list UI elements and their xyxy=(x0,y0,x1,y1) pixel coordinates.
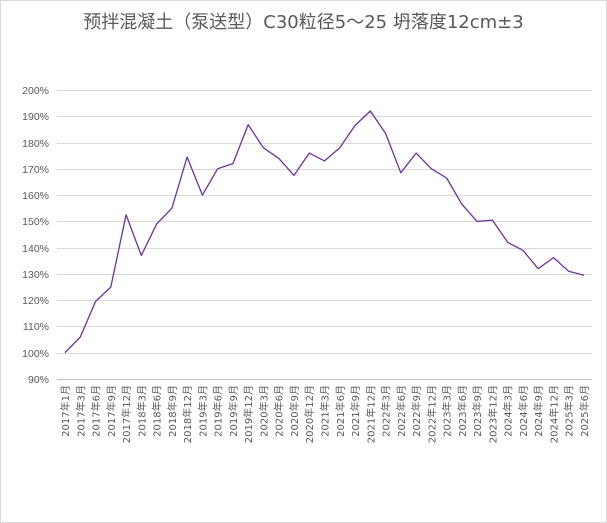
data-point xyxy=(308,152,311,155)
data-point xyxy=(354,124,357,127)
data-point xyxy=(94,300,97,303)
data-point xyxy=(64,351,67,354)
x-tick-label: 2023年12月 xyxy=(486,385,499,443)
x-tick-label: 2021年3月 xyxy=(319,385,332,437)
y-tick-label: 90% xyxy=(28,374,49,386)
y-tick-label: 200% xyxy=(22,85,49,97)
x-tick-label: 2018年3月 xyxy=(135,385,148,437)
data-point xyxy=(399,171,402,174)
data-point xyxy=(537,267,540,270)
data-point xyxy=(567,270,570,273)
data-point xyxy=(506,241,509,244)
x-tick-label: 2024年12月 xyxy=(547,385,560,443)
x-tick-label: 2022年9月 xyxy=(410,385,423,437)
x-tick-label: 2017年6月 xyxy=(90,385,103,437)
data-point xyxy=(155,223,158,226)
data-point xyxy=(247,123,250,126)
data-point xyxy=(323,160,326,163)
x-tick-label: 2021年12月 xyxy=(364,385,377,443)
data-point xyxy=(109,286,112,289)
x-axis-tick-labels: 2017年1月 2017年3月 2017年6月 2017年9月 2017年12月 2018… xyxy=(59,385,591,443)
y-tick-label: 150% xyxy=(22,216,49,228)
x-tick-label: 2025年6月 xyxy=(578,385,591,437)
x-tick-label: 2022年3月 xyxy=(380,385,393,437)
data-point xyxy=(277,157,280,160)
series-line xyxy=(64,110,585,354)
y-tick-label: 100% xyxy=(22,348,49,360)
data-point xyxy=(583,274,586,277)
data-point xyxy=(125,213,128,216)
x-tick-label: 2019年9月 xyxy=(227,385,240,437)
data-point xyxy=(232,162,235,165)
data-point xyxy=(262,146,265,149)
x-tick-label: 2018年12月 xyxy=(181,385,194,443)
data-point xyxy=(461,203,464,206)
data-point xyxy=(369,110,372,113)
data-point xyxy=(171,207,174,210)
x-tick-label: 2022年12月 xyxy=(425,385,438,443)
x-tick-label: 2017年3月 xyxy=(74,385,87,437)
x-tick-label: 2021年9月 xyxy=(349,385,362,437)
y-tick-label: 140% xyxy=(22,243,49,255)
x-tick-label: 2021年6月 xyxy=(334,385,347,437)
data-point xyxy=(384,132,387,135)
chart-title: 预拌混凝土（泵送型）C30粒径5～25 坍落度12cm±3 xyxy=(83,12,524,33)
x-tick-label: 2025年3月 xyxy=(563,385,576,437)
x-tick-label: 2023年9月 xyxy=(471,385,484,437)
data-point xyxy=(491,219,494,222)
data-point xyxy=(415,152,418,155)
y-tick-label: 130% xyxy=(22,269,49,281)
x-tick-label: 2023年6月 xyxy=(456,385,469,437)
data-point xyxy=(293,174,296,177)
x-tick-label: 2017年12月 xyxy=(120,385,133,443)
x-tick-label: 2017年1月 xyxy=(59,385,72,437)
x-tick-label: 2022年6月 xyxy=(395,385,408,437)
y-tick-label: 160% xyxy=(22,190,49,202)
x-tick-label: 2020年6月 xyxy=(273,385,286,437)
x-tick-label: 2018年6月 xyxy=(151,385,164,437)
gridlines xyxy=(57,90,592,380)
data-point xyxy=(186,156,189,159)
data-point xyxy=(430,167,433,170)
data-point xyxy=(338,146,341,149)
data-point xyxy=(140,254,143,257)
data-point xyxy=(201,194,204,197)
y-tick-label: 120% xyxy=(22,295,49,307)
y-tick-label: 180% xyxy=(22,138,49,150)
y-axis-tick-labels: 90% 100% 110% 120% 130% 140% 150% 160% 170% 180% 1… xyxy=(22,85,49,386)
data-point xyxy=(522,249,525,252)
y-tick-label: 170% xyxy=(22,164,49,176)
data-point xyxy=(79,336,82,339)
data-point xyxy=(445,177,448,180)
data-point xyxy=(552,256,555,259)
series-layer xyxy=(64,110,586,354)
x-tick-label: 2019年12月 xyxy=(242,385,255,443)
x-tick-label: 2024年3月 xyxy=(502,385,515,437)
x-tick-label: 2018年9月 xyxy=(166,385,179,437)
x-tick-label: 2023年3月 xyxy=(441,385,454,437)
x-tick-label: 2024年9月 xyxy=(532,385,545,437)
x-tick-label: 2020年9月 xyxy=(288,385,301,437)
y-tick-label: 110% xyxy=(23,321,49,333)
x-tick-label: 2020年3月 xyxy=(257,385,270,437)
x-tick-label: 2024年6月 xyxy=(517,385,530,437)
data-point xyxy=(216,167,219,170)
y-tick-label: 190% xyxy=(22,111,49,123)
x-tick-label: 2019年3月 xyxy=(196,385,209,437)
data-point xyxy=(476,220,479,223)
x-tick-label: 2019年6月 xyxy=(212,385,225,437)
x-tick-label: 2020年12月 xyxy=(303,385,316,443)
x-tick-label: 2017年9月 xyxy=(105,385,118,437)
